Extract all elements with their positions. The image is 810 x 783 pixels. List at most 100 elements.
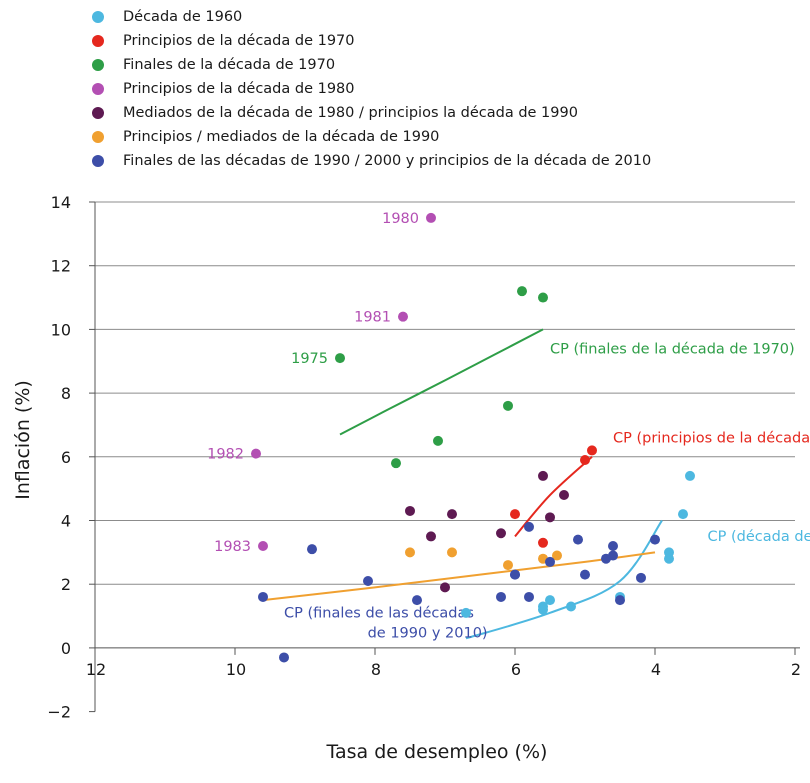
data-point bbox=[545, 556, 555, 567]
data-point bbox=[559, 490, 569, 501]
phillips-curve-line bbox=[262, 551, 656, 602]
data-point bbox=[615, 595, 625, 606]
data-point bbox=[538, 292, 548, 303]
data-point bbox=[524, 521, 534, 532]
data-point bbox=[363, 576, 373, 587]
legend-item: Principios de la década de 1980 bbox=[92, 77, 651, 101]
data-point bbox=[307, 544, 317, 555]
legend-marker bbox=[92, 59, 104, 71]
data-point bbox=[573, 534, 583, 545]
y-tick-label: 2 bbox=[61, 575, 71, 594]
y-tick-label: −2 bbox=[47, 703, 71, 722]
point-label: 1975 bbox=[291, 351, 328, 367]
point-label: 1980 bbox=[382, 211, 419, 227]
y-tick-label: 0 bbox=[61, 639, 71, 658]
legend-item: Finales de la década de 1970 bbox=[92, 53, 651, 77]
legend-marker bbox=[92, 11, 104, 23]
data-point bbox=[685, 470, 695, 481]
data-point bbox=[650, 534, 660, 545]
x-tick-label: 4 bbox=[651, 660, 661, 679]
data-point bbox=[510, 509, 520, 520]
y-tick-label: 4 bbox=[61, 512, 71, 531]
legend-label: Mediados de la década de 1980 / principi… bbox=[123, 105, 578, 121]
point-label: 1983 bbox=[214, 539, 251, 555]
data-point bbox=[524, 591, 534, 602]
curve-label: CP (finales de la década de 1970) bbox=[550, 341, 795, 357]
data-point bbox=[517, 286, 527, 297]
data-point bbox=[335, 353, 345, 364]
data-point bbox=[447, 509, 457, 520]
data-point bbox=[545, 595, 555, 606]
curve-label: CP (principios de la década de 1970) bbox=[613, 430, 810, 446]
curve-label: CP (década de 1960) bbox=[708, 529, 810, 545]
legend-label: Principios de la década de 1980 bbox=[123, 81, 355, 97]
x-tick-label: 2 bbox=[791, 660, 801, 679]
data-point bbox=[405, 505, 415, 516]
point-label: 1981 bbox=[354, 310, 391, 326]
legend-item: Principios de la década de 1970 bbox=[92, 29, 651, 53]
x-tick-label: 10 bbox=[226, 660, 246, 679]
data-point bbox=[664, 553, 674, 564]
data-point bbox=[636, 572, 646, 583]
phillips-curve-line bbox=[465, 519, 663, 640]
y-tick-label: 12 bbox=[51, 257, 71, 276]
x-tick-label: 6 bbox=[511, 660, 521, 679]
phillips-curve-line bbox=[514, 456, 593, 538]
curve-label: de 1990 y 2010) bbox=[368, 626, 488, 642]
data-point bbox=[496, 528, 506, 539]
data-point bbox=[398, 311, 408, 322]
data-point bbox=[447, 547, 457, 558]
data-point bbox=[426, 212, 436, 223]
data-point bbox=[279, 652, 289, 663]
y-tick-label: 10 bbox=[51, 320, 71, 339]
data-point bbox=[391, 458, 401, 469]
legend-item: Década de 1960 bbox=[92, 5, 651, 29]
legend-marker bbox=[92, 83, 104, 95]
x-tick-label: 12 bbox=[86, 660, 106, 679]
x-axis-title: Tasa de desempleo (%) bbox=[326, 741, 548, 763]
data-point bbox=[545, 512, 555, 523]
legend-label: Principios / mediados de la década de 19… bbox=[123, 129, 440, 145]
y-axis-title: Inflación (%) bbox=[12, 380, 34, 500]
data-point bbox=[538, 537, 548, 548]
legend-label: Década de 1960 bbox=[123, 9, 243, 25]
y-tick-label: 6 bbox=[61, 448, 71, 467]
legend-item: Mediados de la década de 1980 / principi… bbox=[92, 101, 651, 125]
data-point bbox=[503, 560, 513, 571]
data-point bbox=[258, 591, 268, 602]
x-tick-label: 8 bbox=[371, 660, 381, 679]
legend-marker bbox=[92, 107, 104, 119]
data-point bbox=[440, 582, 450, 593]
data-point bbox=[405, 547, 415, 558]
data-point bbox=[552, 550, 562, 561]
data-point bbox=[433, 435, 443, 446]
data-point bbox=[412, 595, 422, 606]
data-point bbox=[258, 540, 268, 551]
data-point bbox=[587, 445, 597, 456]
data-point bbox=[566, 601, 576, 612]
legend-marker bbox=[92, 35, 104, 47]
legend-marker bbox=[92, 155, 104, 167]
curve-label: CP (finales de las décadas bbox=[284, 606, 474, 622]
data-point bbox=[608, 540, 618, 551]
data-point bbox=[538, 604, 548, 615]
phillips-curve-line bbox=[339, 328, 544, 436]
data-point bbox=[461, 607, 471, 618]
data-point bbox=[251, 448, 261, 459]
data-point bbox=[538, 470, 548, 481]
data-point bbox=[608, 550, 618, 561]
legend-label: Principios de la década de 1970 bbox=[123, 33, 355, 49]
legend-label: Finales de la década de 1970 bbox=[123, 57, 336, 73]
data-point bbox=[580, 569, 590, 580]
legend: Década de 1960 Principios de la década de… bbox=[92, 5, 651, 173]
data-point bbox=[426, 531, 436, 542]
legend-item: Principios / mediados de la década de 19… bbox=[92, 125, 651, 149]
data-point bbox=[510, 569, 520, 580]
data-point bbox=[678, 509, 688, 520]
legend-marker bbox=[92, 131, 104, 143]
y-tick-label: 14 bbox=[51, 193, 71, 212]
data-point bbox=[580, 454, 590, 465]
data-point bbox=[503, 400, 513, 411]
legend-item: Finales de las décadas de 1990 / 2000 y … bbox=[92, 149, 651, 173]
